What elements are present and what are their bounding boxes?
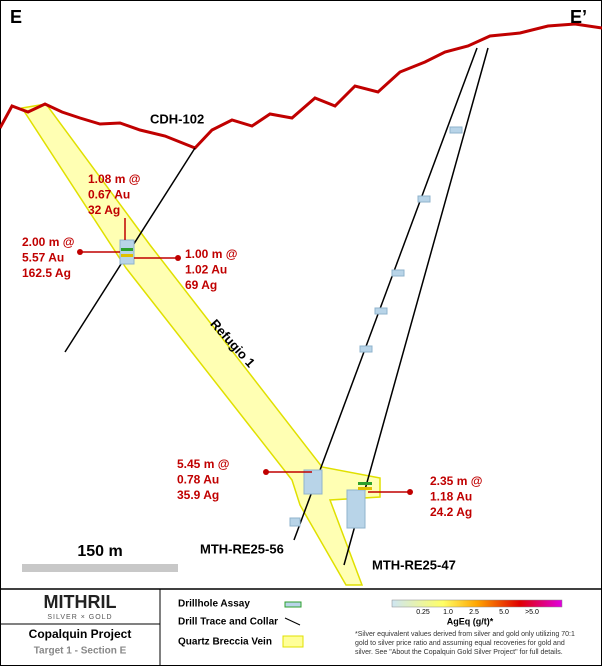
assays: [119, 126, 463, 529]
assay-high: [121, 254, 133, 257]
intercept-text: 0.67 Au: [88, 188, 130, 202]
dot: [77, 249, 83, 255]
scale-labels: 0.25 1.0 2.5 5.0 >5.0: [416, 609, 539, 616]
scale-label: 1.0: [443, 609, 453, 616]
legend-swatch: [282, 635, 304, 648]
assay: [449, 126, 463, 134]
assay: [119, 239, 135, 265]
intercept-text: 2.00 m @: [22, 235, 74, 249]
scale-label: 2.5: [469, 609, 479, 616]
assay-high: [121, 248, 133, 251]
subtitle: Target 1 - Section E: [34, 646, 127, 657]
section-label: E: [10, 7, 22, 27]
assay: [359, 345, 373, 353]
quartz-breccia-vein: [20, 103, 381, 586]
color-scale: [391, 599, 563, 608]
footnote: gold to silver price ratio and assuming …: [355, 640, 565, 647]
assay-high: [358, 482, 372, 485]
legend-text: Drillhole Assay: [178, 599, 250, 610]
assay: [346, 489, 366, 529]
legend-swatch: [284, 617, 301, 626]
dot: [175, 255, 181, 261]
legend-text: Quartz Breccia Vein: [178, 637, 272, 648]
intercept-text: 2.35 m @: [430, 474, 482, 488]
assay: [374, 307, 388, 315]
scale-label: >5.0: [525, 609, 539, 616]
section-label: E’: [570, 7, 587, 27]
tagline: SILVER × GOLD: [47, 614, 112, 621]
legend-text: Drill Trace and Collar: [178, 617, 278, 628]
intercept-text: 5.57 Au: [22, 251, 64, 265]
assay: [303, 469, 323, 495]
assay: [417, 195, 431, 203]
intercept-text: 69 Ag: [185, 278, 217, 292]
topography: [0, 22, 602, 150]
intercept-text: 1.18 Au: [430, 490, 472, 504]
intercept-text: 32 Ag: [88, 203, 120, 217]
logo: MITHRIL: [44, 592, 117, 612]
intercept-text: 24.2 Ag: [430, 505, 472, 519]
scale-bar: [22, 564, 178, 572]
drill-trace: [293, 47, 478, 541]
drill-trace: [343, 47, 489, 566]
legend-swatch: [284, 601, 302, 608]
scale-label: 150 m: [77, 543, 122, 560]
assay-high: [358, 487, 372, 490]
assay: [289, 517, 301, 527]
intercept-text: 5.45 m @: [177, 457, 229, 471]
scale-title: AgEq (g/t)*: [447, 616, 494, 626]
footnote: *Silver equivalent values derived from s…: [355, 631, 575, 638]
footnote: silver. See "About the Copalquin Gold Si…: [355, 649, 563, 656]
dot: [407, 489, 413, 495]
assay: [391, 269, 405, 277]
intercept-text: 0.78 Au: [177, 473, 219, 487]
intercept-text: 1.08 m @: [88, 172, 140, 186]
project: Copalquin Project: [29, 627, 132, 641]
leader-dots: [77, 249, 413, 495]
intercept-text: 35.9 Ag: [177, 488, 219, 502]
intercept-text: 1.00 m @: [185, 247, 237, 261]
intercept-text: 162.5 Ag: [22, 266, 71, 280]
intercept-text: 1.02 Au: [185, 263, 227, 277]
hole-label: MTH-RE25-47: [372, 557, 456, 572]
hole-label: CDH-102: [150, 111, 204, 126]
leaders: [80, 218, 410, 493]
dot: [263, 469, 269, 475]
scale-label: 0.25: [416, 609, 430, 616]
scale-label: 5.0: [499, 609, 509, 616]
hole-label: MTH-RE25-56: [200, 541, 284, 556]
